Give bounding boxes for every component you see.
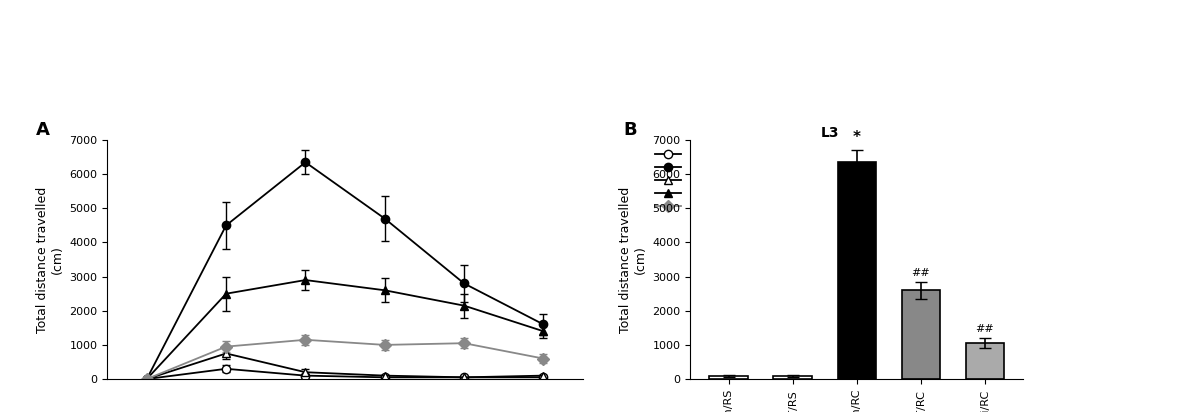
Text: ##: ## [912,268,931,278]
Y-axis label: Total distance travelled
(cm): Total distance travelled (cm) [36,187,64,332]
Bar [838,162,876,379]
Text: A: A [36,121,50,139]
Bar [774,376,812,379]
Bar [709,376,747,379]
Bar [966,343,1004,379]
Text: *: * [853,130,860,145]
Text: L3: L3 [821,126,839,140]
Bar [902,290,940,379]
Legend: VehRS, Veh/RC, KT/RS, KT/RC, KT-Qui/RC: VehRS, Veh/RC, KT/RS, KT/RC, KT-Qui/RC [651,145,745,216]
Text: ##: ## [976,324,995,334]
Y-axis label: Total distance travelled
(cm): Total distance travelled (cm) [619,187,647,332]
Text: B: B [624,121,637,139]
